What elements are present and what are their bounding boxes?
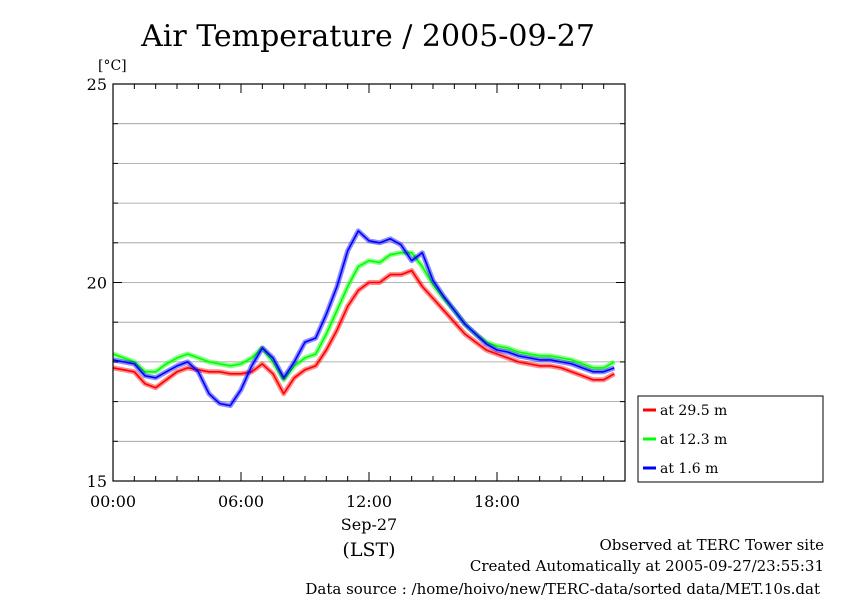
legend-label: at 12.3 m: [660, 432, 727, 448]
legend-label: at 29.5 m: [660, 403, 727, 419]
series-line: [112, 230, 615, 407]
y-tick-label: 25: [87, 75, 107, 94]
legend: at 29.5 m at 12.3 m at 1.6 m: [637, 395, 824, 483]
series-line-halo: [112, 228, 616, 409]
x-tick-label: 06:00: [218, 492, 264, 511]
legend-box: [637, 395, 824, 483]
chart-title: Air Temperature / 2005-09-27: [140, 19, 595, 54]
x-tick-label: 18:00: [474, 492, 520, 511]
legend-items: at 29.5 m at 12.3 m at 1.6 m: [643, 403, 727, 477]
legend-label: at 1.6 m: [660, 461, 718, 477]
x-tick-label: 00:00: [90, 492, 136, 511]
x-axis-date-label: Sep-27: [341, 515, 397, 534]
y-axis-ticks: 15 20 25: [87, 75, 625, 491]
series-line: [112, 251, 615, 381]
y-tick-label: 20: [87, 274, 107, 293]
y-tick-label: 15: [87, 472, 107, 491]
x-axis-ticks: 00:00 06:00 12:00 18:00: [90, 84, 626, 511]
x-tick-label: 12:00: [346, 492, 392, 511]
footer-created: Created Automatically at 2005-09-27/23:5…: [470, 557, 824, 575]
footer-data-source: Data source : /home/hoivo/new/TERC-data/…: [305, 580, 820, 595]
y-axis-unit-label: [°C]: [98, 58, 127, 74]
footer-observed: Observed at TERC Tower site: [599, 536, 824, 554]
data-series: [112, 228, 616, 409]
x-axis-unit-label: (LST): [342, 539, 395, 561]
series-line-halo: [112, 268, 616, 397]
